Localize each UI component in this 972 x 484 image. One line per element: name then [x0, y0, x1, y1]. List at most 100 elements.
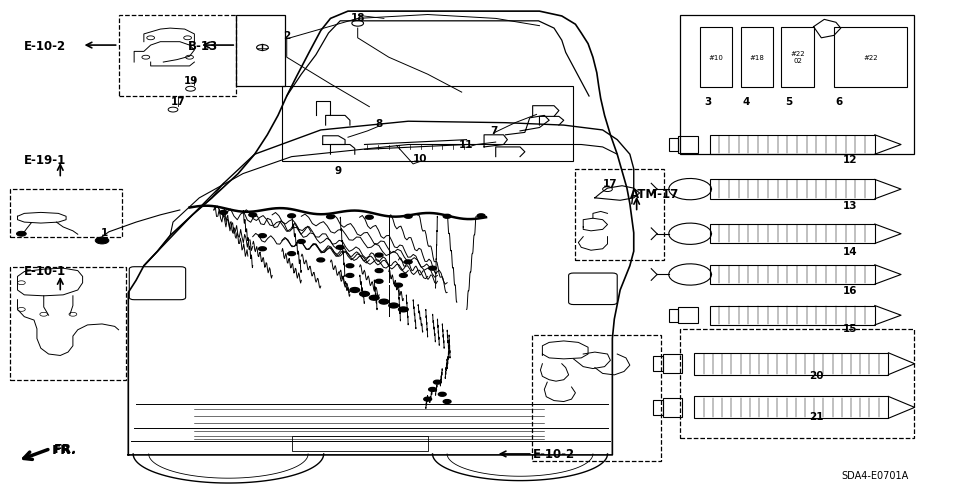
- Bar: [653, 400, 663, 415]
- Bar: [663, 355, 682, 373]
- Text: #22: #22: [863, 55, 878, 61]
- Text: SDA4-E0701A: SDA4-E0701A: [842, 470, 909, 480]
- Circle shape: [375, 280, 383, 284]
- Bar: [710, 306, 875, 325]
- Text: 9: 9: [334, 166, 342, 175]
- Text: 13: 13: [844, 201, 857, 211]
- Bar: [710, 225, 875, 244]
- Circle shape: [327, 215, 334, 219]
- Bar: [119, 15, 236, 97]
- Bar: [694, 397, 888, 418]
- Circle shape: [434, 380, 441, 384]
- Text: 15: 15: [844, 323, 857, 333]
- Text: E-10-2: E-10-2: [24, 40, 66, 52]
- Bar: [678, 137, 698, 153]
- Circle shape: [443, 400, 451, 404]
- Circle shape: [17, 232, 26, 237]
- Circle shape: [288, 214, 295, 218]
- Circle shape: [375, 269, 383, 273]
- Circle shape: [399, 274, 407, 278]
- Circle shape: [375, 254, 383, 257]
- Text: 20: 20: [810, 370, 823, 380]
- Text: 6: 6: [835, 97, 843, 106]
- Bar: [292, 436, 428, 451]
- Circle shape: [365, 216, 373, 220]
- Circle shape: [350, 288, 360, 293]
- Bar: [669, 309, 678, 322]
- Text: 5: 5: [785, 97, 793, 106]
- Text: 3: 3: [704, 97, 712, 106]
- Circle shape: [346, 264, 354, 268]
- Bar: [282, 87, 573, 162]
- Text: #18: #18: [749, 55, 764, 61]
- Circle shape: [346, 274, 354, 278]
- Bar: [781, 28, 814, 88]
- Bar: [741, 28, 773, 88]
- Bar: [700, 28, 732, 88]
- Text: E-19-1: E-19-1: [24, 153, 66, 166]
- Bar: [575, 169, 664, 260]
- Circle shape: [220, 211, 227, 215]
- Text: 2: 2: [283, 31, 291, 41]
- Text: 1: 1: [100, 227, 108, 237]
- Circle shape: [424, 397, 432, 401]
- Bar: [10, 267, 126, 380]
- Text: 8: 8: [375, 119, 383, 128]
- Text: 17: 17: [603, 179, 618, 189]
- Circle shape: [395, 284, 402, 287]
- Circle shape: [95, 238, 109, 244]
- Circle shape: [288, 252, 295, 256]
- Text: 11: 11: [460, 140, 473, 150]
- Circle shape: [259, 247, 266, 251]
- Bar: [10, 190, 122, 237]
- Bar: [236, 15, 285, 87]
- Text: 16: 16: [844, 286, 857, 295]
- Bar: [669, 138, 678, 152]
- Bar: [680, 329, 914, 438]
- Circle shape: [379, 300, 389, 304]
- Text: FR.: FR.: [52, 443, 76, 455]
- Bar: [710, 265, 875, 285]
- Bar: [680, 15, 914, 155]
- Circle shape: [249, 213, 257, 217]
- Text: 18: 18: [351, 14, 364, 23]
- Text: 12: 12: [844, 155, 857, 165]
- Circle shape: [438, 393, 446, 396]
- Text: #22
02: #22 02: [790, 51, 805, 64]
- Circle shape: [429, 267, 436, 271]
- Text: E-10-1: E-10-1: [24, 265, 66, 277]
- Bar: [694, 353, 888, 375]
- Bar: [710, 180, 875, 199]
- Bar: [834, 28, 907, 88]
- Bar: [710, 136, 875, 155]
- Text: 7: 7: [490, 126, 498, 136]
- Text: 21: 21: [810, 411, 823, 421]
- Bar: [653, 357, 663, 371]
- Text: B-13: B-13: [188, 40, 218, 52]
- Circle shape: [297, 240, 305, 244]
- Text: FR.: FR.: [53, 442, 77, 455]
- Circle shape: [336, 246, 344, 250]
- Circle shape: [429, 388, 436, 392]
- Circle shape: [259, 234, 266, 238]
- Text: E-10-2: E-10-2: [533, 448, 574, 460]
- Circle shape: [477, 214, 485, 218]
- Text: 14: 14: [843, 247, 858, 257]
- Bar: [532, 335, 661, 461]
- Circle shape: [369, 296, 379, 301]
- Circle shape: [399, 307, 408, 312]
- Bar: [663, 398, 682, 417]
- Text: 19: 19: [184, 76, 197, 86]
- Circle shape: [317, 258, 325, 262]
- Circle shape: [404, 215, 412, 219]
- Text: 10: 10: [413, 154, 427, 164]
- Text: 4: 4: [743, 97, 750, 106]
- Bar: [678, 307, 698, 324]
- Text: ATM-17: ATM-17: [630, 187, 679, 200]
- Circle shape: [389, 303, 399, 308]
- Circle shape: [404, 260, 412, 264]
- Text: #10: #10: [709, 55, 723, 61]
- Text: 17: 17: [170, 97, 186, 106]
- Circle shape: [360, 292, 369, 297]
- Circle shape: [443, 215, 451, 219]
